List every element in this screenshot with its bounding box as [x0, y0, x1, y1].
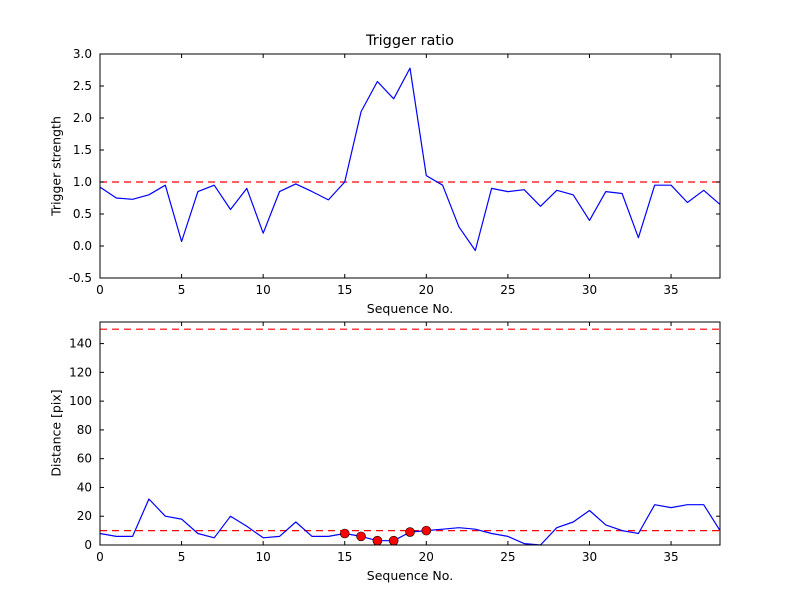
y-tick-label: -0.5 [69, 271, 92, 285]
x-tick-label: 30 [582, 283, 597, 297]
y-tick-label: 80 [77, 423, 92, 437]
chart-1: 0 5 10 15 20 25 30 35 0 20 40 60 80 100 120 140 [69, 321, 721, 564]
y-tick-label: 0.5 [73, 207, 92, 221]
y-tick-label: 2.5 [73, 79, 92, 93]
x-tick-label: 10 [256, 283, 271, 297]
triggered-points-marker [339, 528, 350, 539]
x-tick-label: 10 [256, 550, 271, 564]
y-tick-label: 1.5 [73, 143, 92, 157]
triggered-points-marker [356, 531, 366, 542]
y-tick-label: 60 [77, 452, 92, 466]
bottom-chart-xlabel: Sequence No. [366, 568, 454, 583]
y-tick-label: 20 [77, 509, 92, 523]
trigger-strength-line [99, 67, 721, 252]
top-chart-xlabel: Sequence No. [366, 301, 454, 316]
y-tick-label: 1.0 [73, 175, 92, 189]
x-tick-label: 5 [178, 283, 186, 297]
triggered-points-marker [372, 535, 383, 546]
top-chart-ylabel: Trigger strength [48, 116, 64, 216]
x-tick-label: 0 [96, 550, 104, 564]
y-tick-label: 0 [84, 538, 92, 552]
x-tick-label: 15 [337, 550, 352, 564]
chart-0: 0 5 10 15 20 25 30 35 -0.5 0.0 0.5 1.0 1.5 2.0 2.5 3.0 [69, 47, 721, 297]
y-tick-label: 3.0 [73, 47, 92, 61]
x-tick-label: 0 [96, 283, 104, 297]
triggered-points-marker [405, 527, 415, 537]
distance-line [99, 498, 721, 546]
bottom-chart-ylabel: Distance [pix] [48, 389, 64, 477]
axes-frame [99, 53, 721, 279]
y-tick-label: 0.0 [73, 239, 92, 253]
x-tick-label: 25 [500, 550, 515, 564]
y-tick-label: 2.0 [73, 111, 92, 125]
triggered-points-marker [388, 535, 399, 546]
triggered-points-marker [421, 525, 432, 536]
x-tick-label: 35 [663, 550, 678, 564]
x-tick-label: 20 [419, 283, 434, 297]
x-tick-label: 20 [419, 550, 434, 564]
y-tick-label: 40 [77, 480, 92, 494]
x-tick-label: 35 [663, 283, 678, 297]
y-tick-label: 140 [69, 337, 92, 351]
x-tick-label: 25 [500, 283, 515, 297]
axes-frame [99, 321, 721, 546]
x-tick-label: 5 [178, 550, 186, 564]
y-tick-label: 120 [69, 365, 92, 379]
top-chart-title: Trigger ratio [365, 33, 455, 49]
x-tick-label: 30 [582, 550, 597, 564]
y-tick-label: 100 [69, 394, 92, 408]
x-tick-label: 15 [337, 283, 352, 297]
